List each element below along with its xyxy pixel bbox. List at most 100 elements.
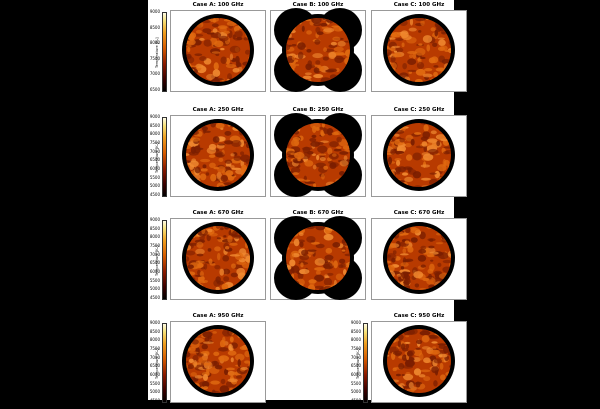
colorbar-tick-label: 8500 (149, 122, 160, 128)
colorbar-ticks: 9000 8500 8000 7500 7000 6500 (148, 10, 160, 92)
colorbar-tick-label: 7000 (149, 71, 160, 77)
colorbar-ticks: 9000 8500 8000 7500 7000 6500 6000 5500 5000 4500 (148, 115, 160, 197)
panel-title: Case A: 100 GHz (192, 2, 244, 8)
solar-disk-map (274, 113, 362, 197)
colorbar-tick-label: 4500 (149, 295, 160, 300)
solar-disk-map (274, 216, 362, 300)
colorbar: 9000 8500 8000 7500 7000 6500 6000 5500 5000 4500… (148, 321, 170, 403)
colorbar-tick-label: 7500 (149, 55, 160, 61)
solar-disk-map (383, 14, 455, 86)
colorbar-strip (162, 12, 167, 92)
colorbar: 9000 8500 8000 7500 7000 6500 6000 5500 5000 4500… (148, 115, 170, 197)
solar-disk-map (383, 222, 455, 294)
colorbar-label: Temperature [Kₑ] (155, 37, 159, 68)
map-panel: Case B: 670 GHz (270, 210, 366, 302)
colorbar-tick-label: 5000 (149, 183, 160, 189)
figure-sheet: Case A: 100 GHz 9000 8500 8000 7500 7000 6500 T… (148, 0, 467, 403)
solar-disk-map (182, 119, 254, 191)
colorbar-strip (363, 323, 368, 403)
colorbar-tick-label: 7500 (149, 346, 160, 351)
colorbar-tick-label: 7000 (350, 354, 361, 360)
colorbar-tick-label: 7000 (149, 148, 160, 154)
map-panel: Case B: 100 GHz (270, 2, 366, 94)
colorbar-tick-label: 9000 (149, 9, 160, 14)
map-panel: Case C: 670 GHz (371, 210, 467, 302)
colorbar-ticks: 9000 8500 8000 7500 7000 6500 6000 5500 5000 4500 (148, 218, 160, 300)
colorbar-tick-label: 9000 (149, 114, 160, 119)
colorbar-tick-label: 6500 (149, 260, 160, 266)
colorbar-tick-label: 6500 (350, 363, 361, 369)
disk-surface (286, 18, 350, 82)
colorbar-tick-label: 8000 (350, 337, 361, 343)
solar-disk-map (182, 14, 254, 86)
solar-disk-map (383, 325, 455, 397)
panel-title: Case A: 950 GHz (192, 313, 244, 319)
colorbar-strip (162, 323, 167, 403)
colorbar-tick-label: 6000 (350, 372, 361, 377)
colorbar-tick-label: 7500 (350, 346, 361, 351)
panel-title: Case C: 670 GHz (393, 210, 445, 216)
colorbar-tick-label: 6500 (149, 157, 160, 163)
colorbar-label: Temperature [Kₑ] (155, 348, 159, 379)
colorbar-tick-label: 5500 (350, 380, 361, 386)
colorbar-ticks: 9000 8500 8000 7500 7000 6500 6000 5500 5000 4500 (349, 321, 361, 403)
colorbar-tick-label: 6500 (149, 363, 160, 369)
colorbar-tick-label: 9000 (350, 320, 361, 325)
colorbar-tick-label: 6000 (149, 166, 160, 171)
colorbar-tick-label: 4500 (149, 192, 160, 197)
colorbar-tick-label: 6000 (149, 372, 160, 377)
map-panel: Case A: 670 GHz 9000 8500 8000 7500 7000 6500 6… (150, 210, 266, 302)
colorbar-label: Temperature [Kₑ] (356, 348, 360, 379)
colorbar-strip (162, 220, 167, 300)
colorbar-tick-label: 7500 (149, 243, 160, 248)
panel-title: Case B: 670 GHz (292, 210, 344, 216)
colorbar: 9000 8500 8000 7500 7000 6500 Temperature [Kₑ] (148, 10, 170, 92)
colorbar-tick-label: 7500 (149, 140, 160, 145)
colorbar-label: Temperature [Kₑ] (155, 142, 159, 173)
panel-title: Case B: 100 GHz (292, 2, 344, 8)
map-panel: Case C: 950 GHz 9000 8500 8000 7500 7000 6500 6… (351, 313, 467, 405)
panel-title: Case C: 100 GHz (393, 2, 445, 8)
colorbar-strip (162, 117, 167, 197)
colorbar-tick-label: 5000 (149, 389, 160, 395)
colorbar-tick-label: 8000 (149, 40, 160, 46)
colorbar-ticks: 9000 8500 8000 7500 7000 6500 6000 5500 5000 4500 (148, 321, 160, 403)
colorbar-tick-label: 8500 (149, 225, 160, 231)
panel-title: Case B: 250 GHz (292, 107, 344, 113)
colorbar-tick-label: 5500 (149, 174, 160, 180)
colorbar-tick-label: 8000 (149, 337, 160, 343)
colorbar-tick-label: 8500 (350, 328, 361, 334)
colorbar-tick-label: 8000 (149, 131, 160, 137)
panel-title: Case A: 250 GHz (192, 107, 244, 113)
map-panel: Case C: 250 GHz (371, 107, 467, 199)
disk-texture (186, 123, 250, 187)
solar-disk-map (383, 119, 455, 191)
panel-title: Case C: 950 GHz (393, 313, 445, 319)
colorbar-tick-label: 8500 (149, 24, 160, 30)
colorbar-tick-label: 8000 (149, 234, 160, 240)
colorbar-tick-label: 7000 (149, 251, 160, 257)
colorbar-tick-label: 7000 (149, 354, 160, 360)
solar-disk-map (274, 8, 362, 92)
colorbar-tick-label: 5000 (149, 286, 160, 292)
panel-title: Case A: 670 GHz (192, 210, 244, 216)
colorbar: 9000 8500 8000 7500 7000 6500 6000 5500 5000 4500… (349, 321, 371, 403)
colorbar-tick-label: 6000 (149, 269, 160, 274)
colorbar: 9000 8500 8000 7500 7000 6500 6000 5500 5000 4500… (148, 218, 170, 300)
panel-title: Case C: 250 GHz (393, 107, 445, 113)
colorbar-tick-label: 5000 (350, 389, 361, 395)
map-panel: Case B: 250 GHz (270, 107, 366, 199)
colorbar-tick-label: 5500 (149, 380, 160, 386)
colorbar-tick-label: 6500 (149, 87, 160, 92)
colorbar-tick-label: 8500 (149, 328, 160, 334)
colorbar-tick-label: 9000 (149, 217, 160, 222)
solar-disk-map (182, 325, 254, 397)
map-panel: Case A: 250 GHz 9000 8500 8000 7500 7000 6500 6… (150, 107, 266, 199)
map-panel: Case C: 100 GHz (371, 2, 467, 94)
colorbar-tick-label: 5500 (149, 277, 160, 283)
map-panel: Case A: 100 GHz 9000 8500 8000 7500 7000 6500 T… (150, 2, 266, 94)
solar-disk-map (182, 222, 254, 294)
map-panel: Case A: 950 GHz 9000 8500 8000 7500 7000 6500 6… (150, 313, 266, 405)
colorbar-label: Temperature [Kₑ] (155, 245, 159, 276)
colorbar-tick-label: 9000 (149, 320, 160, 325)
